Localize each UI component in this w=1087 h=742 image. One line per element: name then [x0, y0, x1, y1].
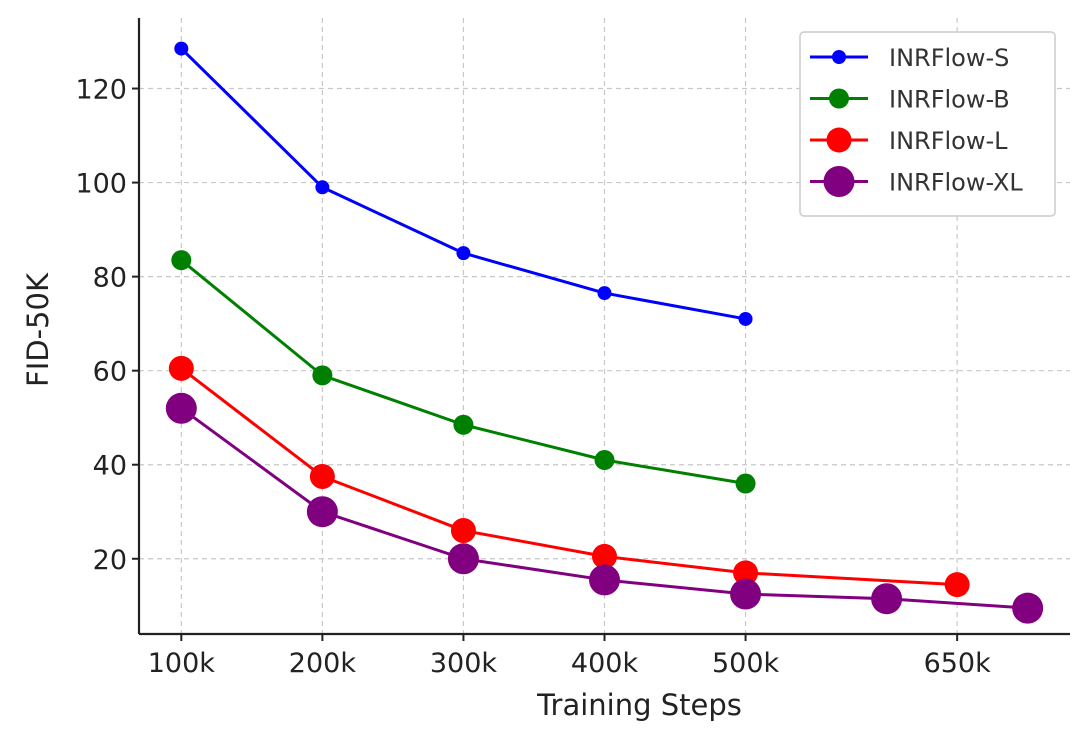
y-axis-label: FID-50K	[21, 272, 55, 387]
data-point-3-4	[730, 578, 762, 610]
y-tick-label-5: 120	[75, 75, 127, 106]
data-point-0-2	[456, 246, 471, 261]
legend: INRFlow-S INRFlow-B INRFlow-L INRFlow-XL	[799, 31, 1056, 217]
x-tick-label-4: 500k	[712, 648, 780, 679]
series-inrflow-xl	[165, 392, 1044, 624]
data-point-3-1	[306, 496, 338, 528]
x-tick-label-1: 200k	[289, 648, 357, 679]
data-point-3-6	[1012, 592, 1044, 624]
data-point-3-3	[589, 564, 620, 596]
data-point-2-1	[309, 463, 335, 489]
data-point-1-4	[735, 473, 756, 494]
series-inrflow-l	[168, 355, 970, 598]
legend-label-1: INRFlow-B	[889, 86, 1010, 114]
legend-box	[799, 31, 1056, 217]
data-point-2-4	[733, 560, 759, 586]
data-point-0-4	[738, 311, 753, 326]
data-point-0-0	[174, 41, 189, 56]
legend-swatch-marker-0	[832, 50, 846, 64]
legend-label-3: INRFlow-XL	[889, 169, 1023, 197]
legend-swatch-marker-1	[829, 88, 849, 109]
data-point-1-2	[453, 414, 474, 435]
data-point-0-3	[597, 286, 612, 301]
legend-entry-2: INRFlow-L	[810, 127, 1008, 155]
legend-swatch-marker-3	[823, 166, 855, 197]
data-point-1-3	[594, 450, 615, 471]
legend-entry-3: INRFlow-XL	[810, 166, 1023, 197]
data-point-2-5	[944, 572, 970, 598]
legend-label-0: INRFlow-S	[889, 44, 1009, 72]
data-point-1-1	[312, 365, 333, 386]
y-tick-label-4: 100	[75, 169, 127, 200]
x-tick-label-3: 400k	[571, 648, 639, 679]
y-tick-label-2: 60	[93, 357, 127, 388]
data-point-2-0	[168, 355, 194, 381]
y-tick-label-0: 20	[93, 545, 127, 576]
x-axis-label: Training Steps	[536, 688, 742, 722]
legend-entry-1: INRFlow-B	[810, 86, 1010, 114]
data-point-0-1	[315, 180, 330, 195]
data-point-2-3	[592, 543, 617, 569]
y-tick-label-1: 40	[93, 451, 127, 482]
data-point-1-0	[171, 250, 192, 271]
ticks: 100k 200k 300k 400k 500k 650k 20 40 60 80 100 120	[75, 75, 991, 679]
legend-label-2: INRFlow-L	[889, 127, 1008, 155]
x-tick-label-5: 650k	[924, 648, 992, 679]
data-point-3-5	[871, 583, 903, 615]
legend-swatch-marker-2	[826, 127, 852, 153]
y-tick-label-3: 80	[93, 263, 127, 294]
data-point-3-0	[165, 392, 197, 424]
data-point-2-2	[450, 518, 476, 544]
series	[165, 41, 1044, 624]
x-tick-label-2: 300k	[430, 648, 498, 679]
series-line-2	[180, 367, 958, 587]
series-inrflow-s	[174, 41, 753, 326]
legend-entry-0: INRFlow-S	[810, 44, 1009, 72]
x-tick-label-0: 100k	[148, 648, 216, 679]
series-inrflow-b	[171, 250, 756, 494]
data-point-3-2	[447, 543, 479, 575]
